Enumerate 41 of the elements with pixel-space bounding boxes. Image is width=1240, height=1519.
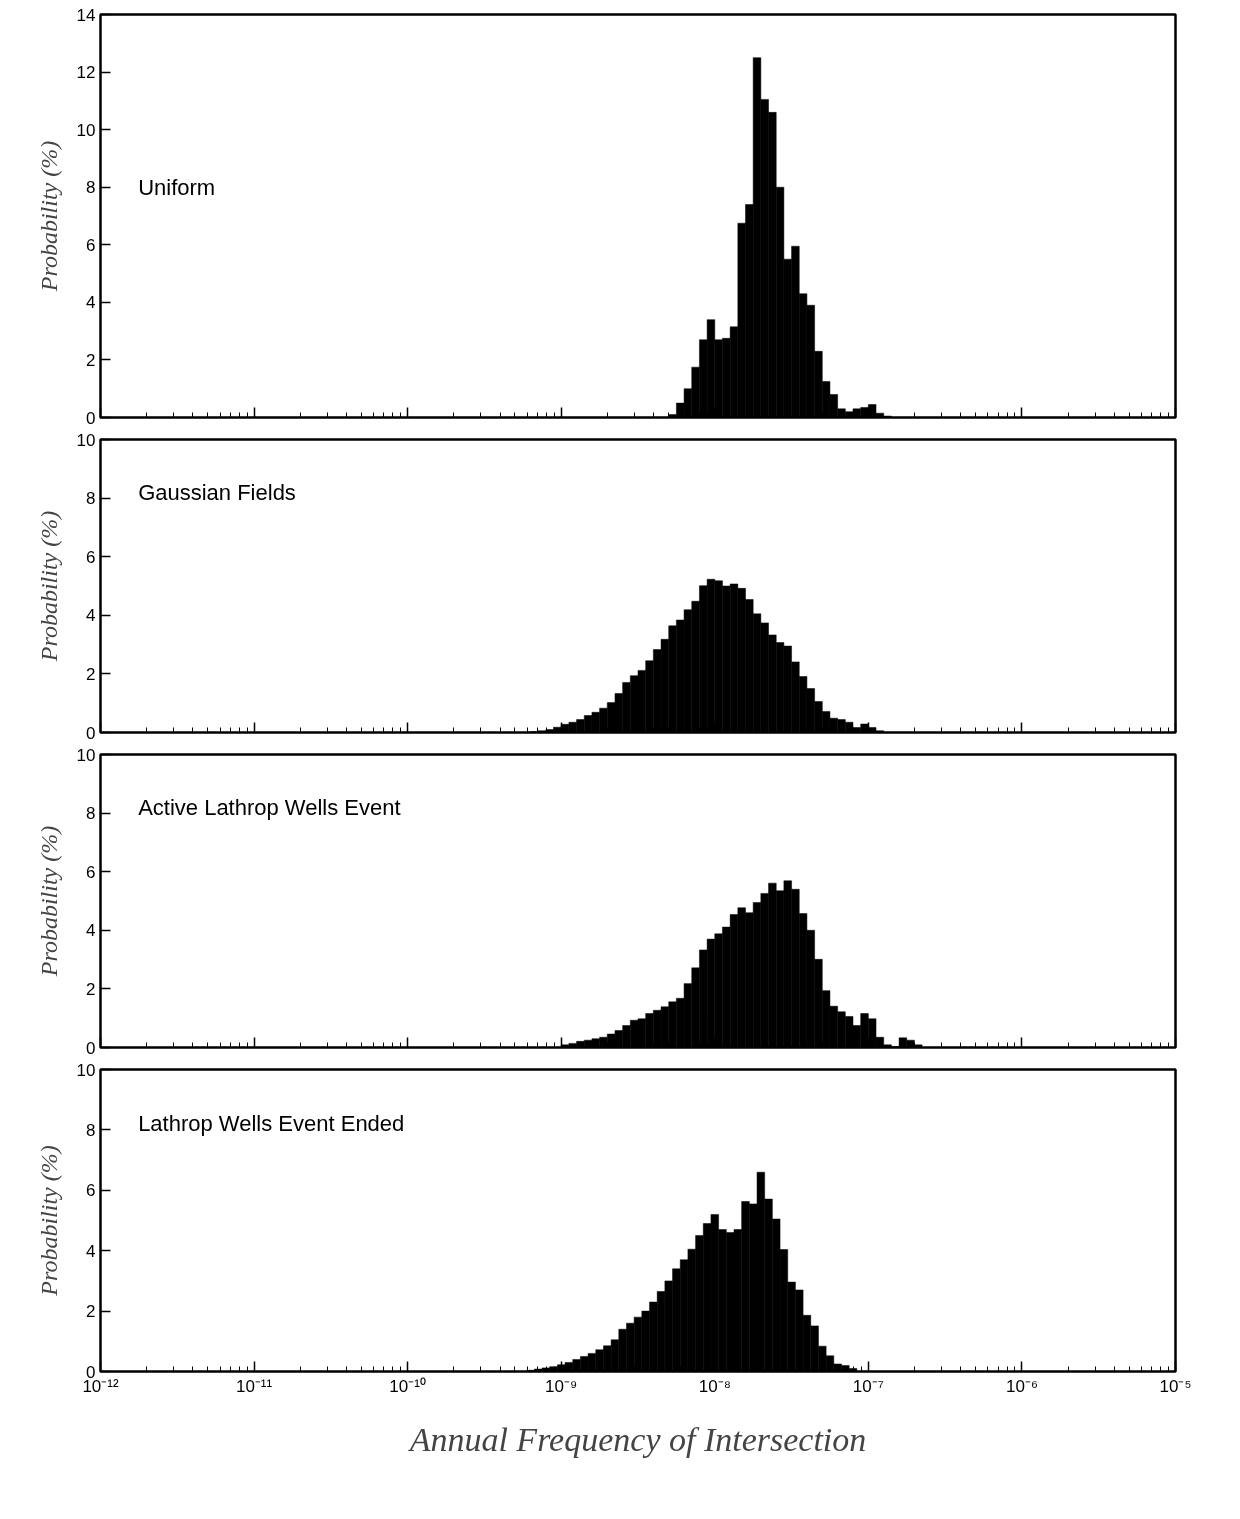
text: Active Lathrop Wells Event — [138, 794, 401, 820]
y-tick-label: 10 — [76, 120, 96, 140]
y-tick-label: 12 — [76, 63, 96, 83]
x-tick-label: 10⁻⁶ — [1005, 1376, 1038, 1396]
y-tick-label: 2 — [86, 1302, 96, 1322]
y-tick-label: 4 — [86, 921, 96, 941]
y-axis-title: Probability (%) — [35, 1145, 62, 1297]
text: Gaussian Fields — [138, 479, 296, 505]
y-axis-title: Probability (%) — [35, 825, 62, 978]
y-tick-label: 2 — [86, 664, 96, 684]
y-tick-label: 8 — [86, 178, 96, 198]
text: Uniform — [138, 175, 216, 201]
y-tick-label: 10 — [76, 1060, 96, 1080]
y-tick-label: 2 — [86, 350, 96, 370]
x-tick-label: 10⁻¹⁰ — [389, 1376, 426, 1396]
x-tick-label: 10⁻¹¹ — [235, 1376, 273, 1396]
y-tick-label: 8 — [86, 1120, 96, 1140]
y-tick-label: 2 — [86, 979, 96, 999]
y-tick-label: 6 — [86, 547, 96, 567]
y-axis-title: Probability (%) — [35, 510, 62, 663]
y-tick-label: 14 — [76, 5, 96, 25]
y-tick-label: 4 — [86, 293, 96, 313]
y-tick-label: 4 — [86, 606, 96, 626]
text: Lathrop Wells Event Ended — [138, 1111, 405, 1137]
y-tick-label: 0 — [86, 723, 96, 743]
y-tick-label: 6 — [86, 235, 96, 255]
x-tick-label: 10⁻⁸ — [698, 1376, 731, 1396]
y-tick-label: 8 — [86, 489, 96, 509]
x-axis-title: Annual Frequency of Intersection — [407, 1420, 867, 1458]
x-tick-label: 10⁻⁹ — [545, 1376, 578, 1396]
x-tick-label: 10⁻⁷ — [852, 1376, 884, 1396]
y-tick-label: 10 — [76, 745, 96, 765]
y-tick-label: 0 — [86, 408, 96, 428]
y-tick-label: 8 — [86, 804, 96, 824]
y-tick-label: 6 — [86, 1181, 96, 1201]
y-tick-label: 6 — [86, 862, 96, 882]
x-tick-label: 10⁻⁵ — [1159, 1376, 1192, 1396]
y-axis-title: Probability (%) — [35, 140, 62, 293]
y-tick-label: 0 — [86, 1038, 96, 1058]
y-tick-label: 4 — [86, 1241, 96, 1261]
y-tick-label: 10 — [76, 430, 96, 450]
